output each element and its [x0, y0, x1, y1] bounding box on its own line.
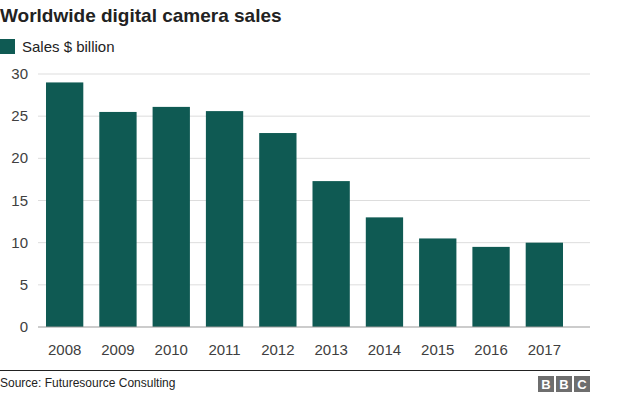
legend: Sales $ billion	[0, 38, 115, 55]
y-tick-label: 5	[20, 276, 28, 293]
chart-container: Worldwide digital camera sales Sales $ bi…	[0, 0, 624, 395]
footer-rule	[0, 370, 590, 371]
logo-text: BBC	[541, 377, 587, 392]
y-tick-label: 15	[11, 192, 28, 209]
bar	[366, 217, 403, 327]
bar	[419, 238, 456, 327]
x-tick-label: 2011	[208, 341, 240, 358]
logo-letter: B	[559, 377, 568, 392]
legend-swatch	[0, 39, 15, 54]
x-tick-label: 2015	[421, 341, 454, 358]
y-tick-label: 0	[20, 318, 28, 335]
bar	[99, 112, 136, 327]
x-axis: 2008 2009 2010 2011 2012 2013 2014 2015 2016 2017	[48, 341, 561, 358]
bar	[153, 107, 190, 327]
x-tick-label: 2013	[314, 341, 347, 358]
x-tick-label: 2012	[261, 341, 294, 358]
y-tick-label: 20	[11, 149, 28, 166]
chart-svg: Worldwide digital camera sales Sales $ bi…	[0, 0, 624, 395]
x-axis-line	[38, 327, 590, 328]
logo-letter: C	[577, 377, 587, 392]
x-tick-label: 2008	[48, 341, 81, 358]
bar	[206, 111, 243, 327]
x-tick-label: 2010	[155, 341, 188, 358]
bars	[46, 82, 563, 327]
x-tick-label: 2017	[528, 341, 561, 358]
grid-line	[38, 74, 590, 75]
y-tick-label: 25	[11, 107, 28, 124]
logo-box	[574, 376, 590, 392]
y-axis: 0 5 10 15 20 25 30	[11, 65, 590, 335]
logo: BBC	[538, 376, 590, 392]
bar	[472, 247, 509, 327]
legend-label: Sales $ billion	[22, 38, 115, 55]
bar	[526, 243, 563, 327]
y-tick-label: 30	[11, 65, 28, 82]
source: Source: Futuresource Consulting	[0, 376, 175, 390]
bar	[312, 181, 349, 327]
y-tick-label: 10	[11, 234, 28, 251]
logo-box	[538, 376, 554, 392]
bar	[259, 133, 296, 327]
x-tick-label: 2009	[101, 341, 134, 358]
logo-box	[556, 376, 572, 392]
x-tick-label: 2016	[474, 341, 507, 358]
bar	[46, 82, 83, 327]
logo-letter: B	[541, 377, 550, 392]
title: Worldwide digital camera sales	[0, 5, 282, 26]
x-tick-label: 2014	[368, 341, 401, 358]
